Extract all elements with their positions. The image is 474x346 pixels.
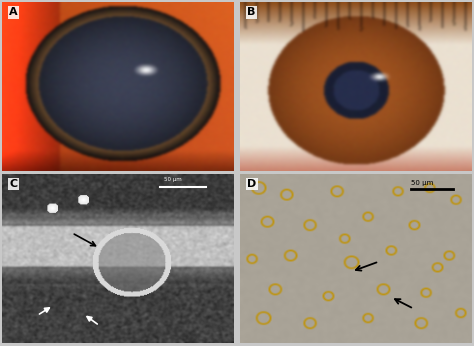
Text: B: B — [247, 8, 255, 18]
Text: A: A — [9, 8, 18, 18]
Text: D: D — [247, 179, 256, 189]
Text: C: C — [9, 179, 18, 189]
Text: 50 μm: 50 μm — [164, 177, 182, 182]
Text: 50 μm: 50 μm — [411, 180, 434, 185]
